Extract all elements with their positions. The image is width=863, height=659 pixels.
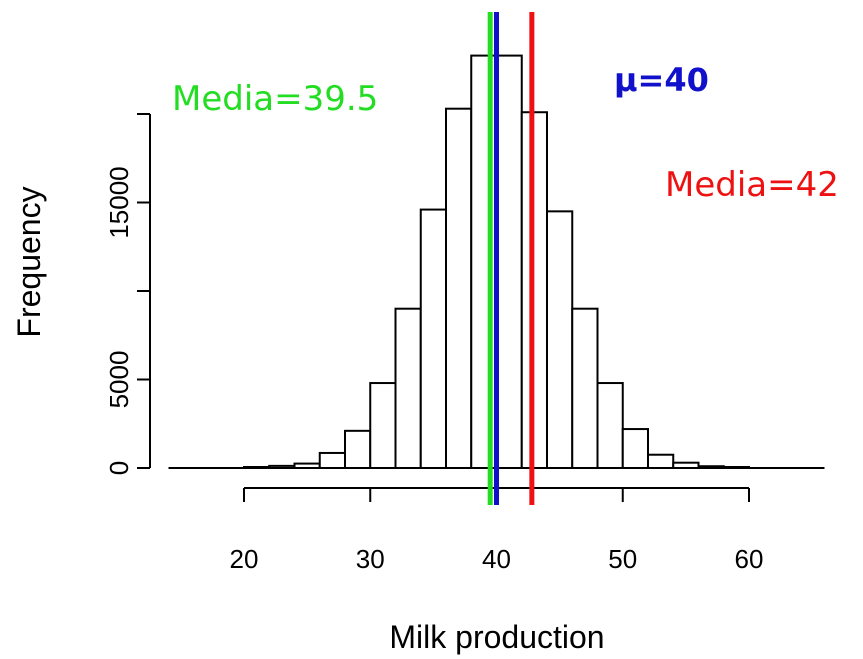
histogram-bar: [571, 307, 599, 470]
y-tick-label: 0: [104, 461, 134, 475]
x-tick-label: 40: [482, 544, 511, 574]
reference-line-label: Media=42: [665, 165, 839, 205]
y-axis-title: Frequency: [11, 186, 47, 337]
reference-lines: [487, 12, 535, 505]
histogram-bar: [318, 451, 346, 469]
y-tick-label: 5000: [104, 351, 134, 409]
histogram-bar: [394, 307, 422, 470]
histogram-bar: [344, 429, 372, 469]
x-tick-label: 50: [608, 544, 637, 574]
histogram-bar: [419, 208, 447, 470]
histogram-bar: [647, 453, 675, 470]
x-tick-label: 30: [356, 544, 385, 574]
x-tick-label: 60: [735, 544, 764, 574]
x-axis-title: Milk production: [389, 619, 604, 655]
x-tick-label: 20: [230, 544, 259, 574]
histogram-bar: [495, 54, 523, 470]
x-axis: 20 30 40 50 60: [230, 487, 764, 574]
histogram-bar: [369, 382, 397, 470]
histogram-bar: [470, 54, 498, 470]
reference-line-label: μ=40: [614, 61, 709, 99]
histogram-bar: [621, 428, 649, 469]
reference-line-label: Media=39.5: [172, 79, 378, 119]
histogram-bar: [546, 210, 574, 469]
annotations: Media=39.5 μ=40 Media=42: [172, 61, 839, 205]
histogram-bar: [520, 111, 548, 469]
histogram-bars: [243, 54, 750, 470]
histogram-bar: [596, 382, 624, 470]
y-axis: 0 5000 15000: [104, 113, 151, 475]
histogram-bar: [445, 107, 473, 469]
y-tick-label: 15000: [104, 166, 134, 238]
